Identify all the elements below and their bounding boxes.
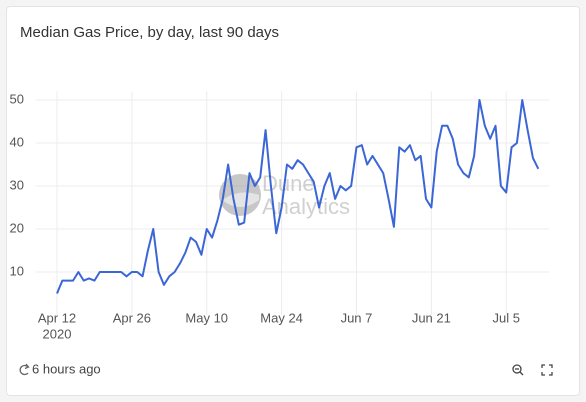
refresh-icon	[19, 363, 30, 376]
watermark-logo-band	[222, 192, 259, 207]
chart-card	[6, 6, 580, 396]
data-line	[56, 99, 540, 294]
y-tick-label: 30	[10, 177, 24, 192]
fullscreen-button[interactable]	[541, 364, 553, 376]
updated-time: 6 hours ago	[32, 361, 101, 376]
x-tick-label: Apr 12	[38, 310, 76, 325]
y-tick-label: 40	[10, 134, 24, 149]
x-tick-label: Apr 26	[113, 310, 151, 325]
x-tick-label: Jul 5	[492, 310, 519, 325]
y-tick-label: 50	[10, 91, 24, 106]
x-tick-label: May 24	[260, 310, 303, 325]
y-tick-label: 10	[10, 263, 24, 278]
chart-title: Median Gas Price, by day, last 90 days	[20, 24, 279, 41]
watermark-text: Analytics	[262, 194, 350, 219]
y-tick-label: 20	[10, 220, 24, 235]
x-tick-label: Jun 21	[412, 310, 451, 325]
x-tick-label: Jun 7	[341, 310, 373, 325]
zoom-button[interactable]	[512, 364, 524, 376]
x-year-label: 2020	[43, 326, 72, 341]
x-tick-label: May 10	[185, 310, 228, 325]
